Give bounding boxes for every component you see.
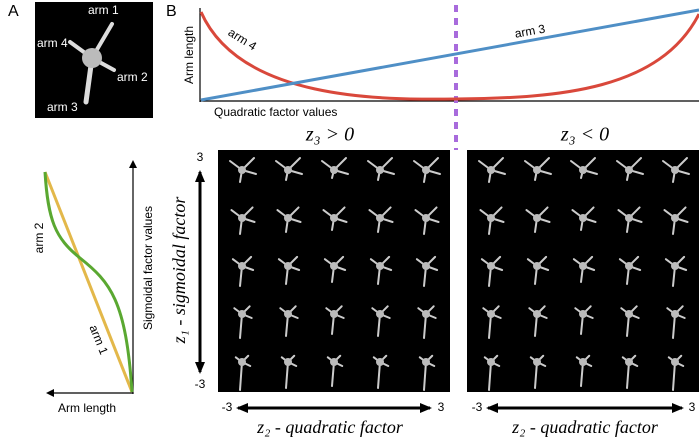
sprite-part bbox=[671, 262, 679, 270]
sprite-part bbox=[625, 214, 633, 222]
sprite-part bbox=[487, 310, 495, 318]
sprite-part bbox=[625, 310, 633, 318]
arm1-line bbox=[43, 171, 134, 393]
sprite-part bbox=[330, 166, 338, 174]
panel-label: A bbox=[8, 3, 19, 20]
curve-label: arm 3 bbox=[514, 22, 547, 41]
arm2-curve bbox=[43, 171, 134, 393]
tick-label: 3 bbox=[438, 400, 445, 414]
sprite-part bbox=[238, 262, 246, 270]
sprite-part bbox=[376, 358, 384, 366]
sprite-part bbox=[579, 358, 587, 366]
x-axis-label: z₂ - quadratic factor bbox=[256, 417, 404, 437]
sprite-part bbox=[533, 262, 541, 270]
sprite-part bbox=[533, 310, 541, 318]
sprite-part bbox=[488, 313, 492, 339]
sprite-part bbox=[331, 361, 335, 387]
sprite-part bbox=[238, 310, 246, 318]
curve-label: arm 2 bbox=[32, 222, 46, 253]
arm-label: arm 2 bbox=[117, 70, 148, 84]
sprite-part bbox=[239, 313, 243, 339]
sprite-part bbox=[423, 361, 427, 391]
sprite-part bbox=[533, 166, 541, 174]
sprite-part bbox=[330, 310, 338, 318]
sprite-part bbox=[487, 166, 495, 174]
sprite-part bbox=[533, 214, 541, 222]
sprite-part bbox=[422, 214, 430, 222]
sprite-part bbox=[579, 214, 587, 222]
sprite-part bbox=[239, 361, 243, 391]
tick-label: 3 bbox=[197, 150, 204, 164]
sprite-part bbox=[626, 361, 630, 389]
sprite-part bbox=[422, 166, 430, 174]
sprite-part bbox=[238, 166, 246, 174]
sprite-part bbox=[284, 214, 292, 222]
sprite-part bbox=[533, 358, 541, 366]
sprite-part bbox=[625, 166, 633, 174]
x-axis-label: z₂ - quadratic factor bbox=[511, 417, 659, 437]
grid-title: z₃ > 0 bbox=[305, 124, 354, 146]
sprite-part bbox=[487, 358, 495, 366]
arm-label: arm 1 bbox=[88, 3, 119, 17]
tick-label: -3 bbox=[472, 400, 483, 414]
sprite-part bbox=[376, 262, 384, 270]
sprite-part bbox=[330, 358, 338, 366]
grid-title: z₃ < 0 bbox=[560, 124, 609, 146]
panel-label: B bbox=[166, 3, 177, 20]
arm-label: arm 3 bbox=[47, 100, 78, 114]
sprite-part bbox=[671, 358, 679, 366]
sprite-part bbox=[284, 166, 292, 174]
y-axis-label: Sigmoidal factor values bbox=[141, 206, 155, 330]
tick-label: 3 bbox=[689, 400, 696, 414]
arm-label: arm 4 bbox=[37, 36, 68, 50]
sprite-part bbox=[284, 262, 292, 270]
sprite-part bbox=[580, 361, 584, 387]
sprite-part bbox=[376, 310, 384, 318]
sprite-part bbox=[422, 310, 430, 318]
x-axis-label: Quadratic factor values bbox=[214, 105, 337, 119]
sprite-part bbox=[488, 361, 492, 391]
sprite-part bbox=[671, 214, 679, 222]
y-axis-label: z₁ - sigmoidal factor bbox=[169, 196, 189, 345]
star bbox=[68, 22, 116, 105]
sprite-part bbox=[238, 214, 246, 222]
sprite-part bbox=[672, 361, 676, 391]
sprite-part bbox=[671, 166, 679, 174]
tick-label: -3 bbox=[222, 400, 233, 414]
arm4-curve bbox=[199, 11, 699, 101]
sprite-part bbox=[625, 358, 633, 366]
y-axis-label: Arm length bbox=[182, 26, 196, 84]
x-axis-label: Arm length bbox=[58, 401, 116, 415]
sprite-part bbox=[487, 262, 495, 270]
sprite-part bbox=[672, 313, 676, 339]
sprite-part bbox=[376, 214, 384, 222]
sprite-part bbox=[671, 310, 679, 318]
sprite-part bbox=[284, 310, 292, 318]
sprite-part bbox=[422, 262, 430, 270]
sprite-part bbox=[625, 262, 633, 270]
sprite-part bbox=[487, 214, 495, 222]
sprite-part bbox=[422, 358, 430, 366]
sprite-part bbox=[423, 313, 427, 339]
sprite-part bbox=[284, 358, 292, 366]
sprite-part bbox=[377, 361, 381, 389]
sprite-part bbox=[579, 310, 587, 318]
sprite-part bbox=[285, 361, 289, 389]
arm3-line bbox=[200, 8, 699, 102]
sprite-part bbox=[376, 166, 384, 174]
sprite-part bbox=[330, 262, 338, 270]
tick-label: -3 bbox=[195, 377, 206, 391]
sprite-part bbox=[534, 361, 538, 389]
sprites bbox=[229, 157, 690, 391]
curve-label: arm 4 bbox=[226, 25, 260, 53]
sprite-part bbox=[579, 166, 587, 174]
sprite-part bbox=[238, 358, 246, 366]
sprite-part bbox=[330, 214, 338, 222]
sprite-part bbox=[579, 262, 587, 270]
